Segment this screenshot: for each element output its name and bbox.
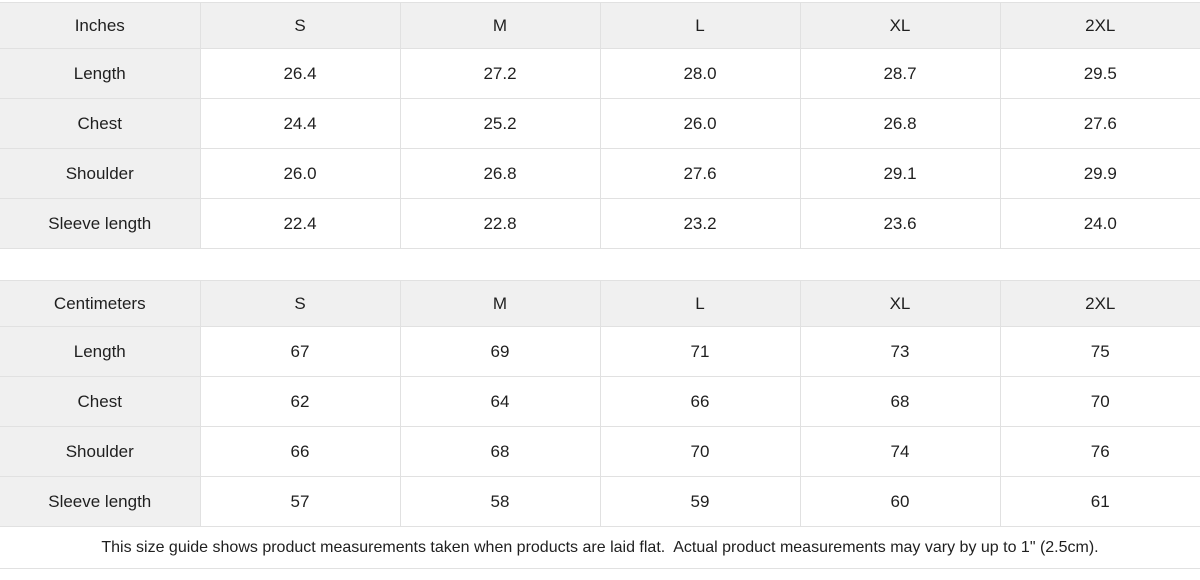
value-cell: 26.0	[199, 148, 401, 199]
row-label-cell: Shoulder	[0, 426, 201, 477]
value-cell: 66	[599, 376, 801, 427]
value-cell: 26.4	[199, 48, 401, 99]
value-cell: 74	[799, 426, 1001, 477]
value-cell: 68	[799, 376, 1001, 427]
size-header-cell: L	[599, 280, 801, 327]
value-cell: 23.2	[599, 198, 801, 249]
size-header-cell: M	[399, 2, 601, 49]
value-cell: 61	[999, 476, 1200, 527]
size-header-cell: XL	[799, 280, 1001, 327]
value-cell: 64	[399, 376, 601, 427]
value-cell: 71	[599, 326, 801, 377]
value-cell: 27.6	[599, 148, 801, 199]
value-cell: 26.8	[399, 148, 601, 199]
row-label-cell: Shoulder	[0, 148, 201, 199]
inches-size-table: Inches S M L XL 2XL Length 26.4 27.2 28.…	[0, 2, 1200, 249]
table-row: Length 26.4 27.2 28.0 28.7 29.5	[0, 48, 1200, 99]
row-label-cell: Sleeve length	[0, 198, 201, 249]
value-cell: 27.2	[399, 48, 601, 99]
value-cell: 23.6	[799, 198, 1001, 249]
value-cell: 73	[799, 326, 1001, 377]
value-cell: 29.9	[999, 148, 1200, 199]
table-row: Sleeve length 22.4 22.8 23.2 23.6 24.0	[0, 198, 1200, 249]
value-cell: 22.8	[399, 198, 601, 249]
centimeters-header-row: Centimeters S M L XL 2XL	[0, 280, 1200, 327]
table-gap	[0, 249, 1200, 280]
value-cell: 59	[599, 476, 801, 527]
value-cell: 29.1	[799, 148, 1001, 199]
value-cell: 29.5	[999, 48, 1200, 99]
table-row: Chest 62 64 66 68 70	[0, 376, 1200, 427]
value-cell: 24.0	[999, 198, 1200, 249]
value-cell: 75	[999, 326, 1200, 377]
value-cell: 70	[599, 426, 801, 477]
value-cell: 69	[399, 326, 601, 377]
value-cell: 66	[199, 426, 401, 477]
value-cell: 28.7	[799, 48, 1001, 99]
row-label-cell: Length	[0, 326, 201, 377]
size-header-cell: S	[199, 2, 401, 49]
value-cell: 26.0	[599, 98, 801, 149]
table-row: Sleeve length 57 58 59 60 61	[0, 476, 1200, 527]
value-cell: 58	[399, 476, 601, 527]
value-cell: 62	[199, 376, 401, 427]
size-header-cell: S	[199, 280, 401, 327]
value-cell: 67	[199, 326, 401, 377]
row-label-cell: Sleeve length	[0, 476, 201, 527]
value-cell: 24.4	[199, 98, 401, 149]
value-cell: 27.6	[999, 98, 1200, 149]
value-cell: 76	[999, 426, 1200, 477]
value-cell: 28.0	[599, 48, 801, 99]
size-header-cell: XL	[799, 2, 1001, 49]
size-header-cell: 2XL	[999, 2, 1200, 49]
value-cell: 68	[399, 426, 601, 477]
value-cell: 25.2	[399, 98, 601, 149]
row-label-cell: Chest	[0, 376, 201, 427]
size-header-cell: L	[599, 2, 801, 49]
size-header-cell: M	[399, 280, 601, 327]
value-cell: 70	[999, 376, 1200, 427]
value-cell: 57	[199, 476, 401, 527]
centimeters-size-table: Centimeters S M L XL 2XL Length 67 69 71…	[0, 280, 1200, 527]
inches-header-row: Inches S M L XL 2XL	[0, 2, 1200, 49]
row-label-cell: Chest	[0, 98, 201, 149]
value-cell: 60	[799, 476, 1001, 527]
row-label-cell: Length	[0, 48, 201, 99]
table-row: Shoulder 66 68 70 74 76	[0, 426, 1200, 477]
value-cell: 26.8	[799, 98, 1001, 149]
unit-header-cell: Inches	[0, 2, 201, 49]
value-cell: 22.4	[199, 198, 401, 249]
table-row: Chest 24.4 25.2 26.0 26.8 27.6	[0, 98, 1200, 149]
table-row: Shoulder 26.0 26.8 27.6 29.1 29.9	[0, 148, 1200, 199]
size-header-cell: 2XL	[999, 280, 1200, 327]
size-guide-note: This size guide shows product measuremen…	[0, 527, 1200, 569]
table-row: Length 67 69 71 73 75	[0, 326, 1200, 377]
unit-header-cell: Centimeters	[0, 280, 201, 327]
